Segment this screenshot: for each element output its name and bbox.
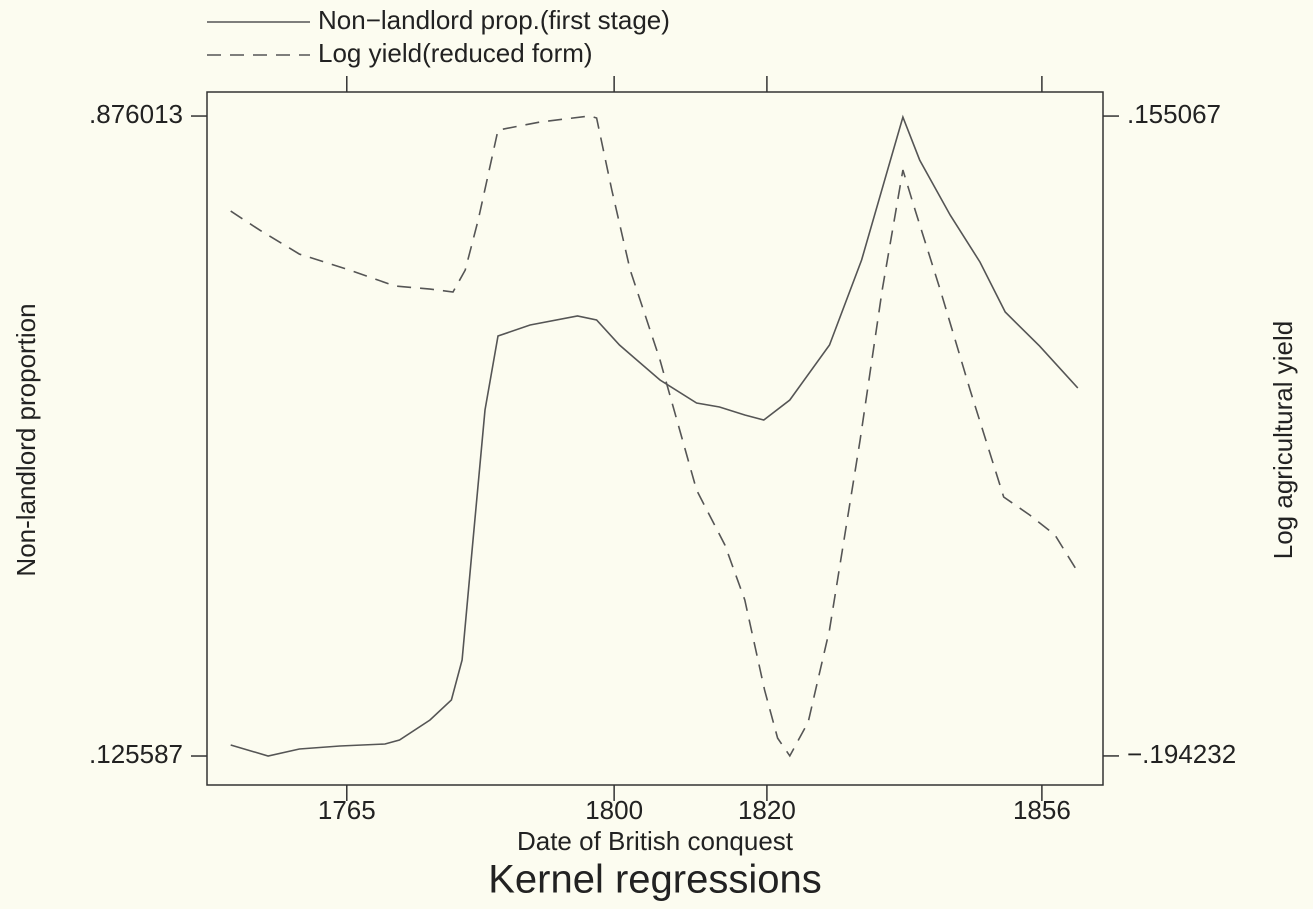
y-axis-label: Non-landlord proportion: [11, 303, 41, 576]
legend-label: Log yield(reduced form): [318, 38, 593, 68]
x-tick-label: 1800: [585, 795, 643, 825]
x-axis-label: Date of British conquest: [517, 826, 794, 856]
x-tick-label: 1765: [318, 795, 376, 825]
series-line: [230, 115, 1079, 758]
y2-axis-label: Log agricultural yield: [1268, 321, 1298, 559]
y2-tick-label: −.194232: [1127, 739, 1236, 769]
y2-tick-label: .155067: [1127, 99, 1221, 129]
chart-title: Kernel regressions: [488, 858, 822, 902]
y-tick-label: .125587: [89, 739, 183, 769]
x-tick-label: 1856: [1013, 795, 1071, 825]
plot-frame: [206, 91, 1104, 786]
series-line: [230, 114, 1079, 757]
legend-label: Non−landlord prop.(first stage): [318, 5, 670, 35]
y-tick-label: .876013: [89, 99, 183, 129]
x-tick-label: 1820: [738, 795, 796, 825]
